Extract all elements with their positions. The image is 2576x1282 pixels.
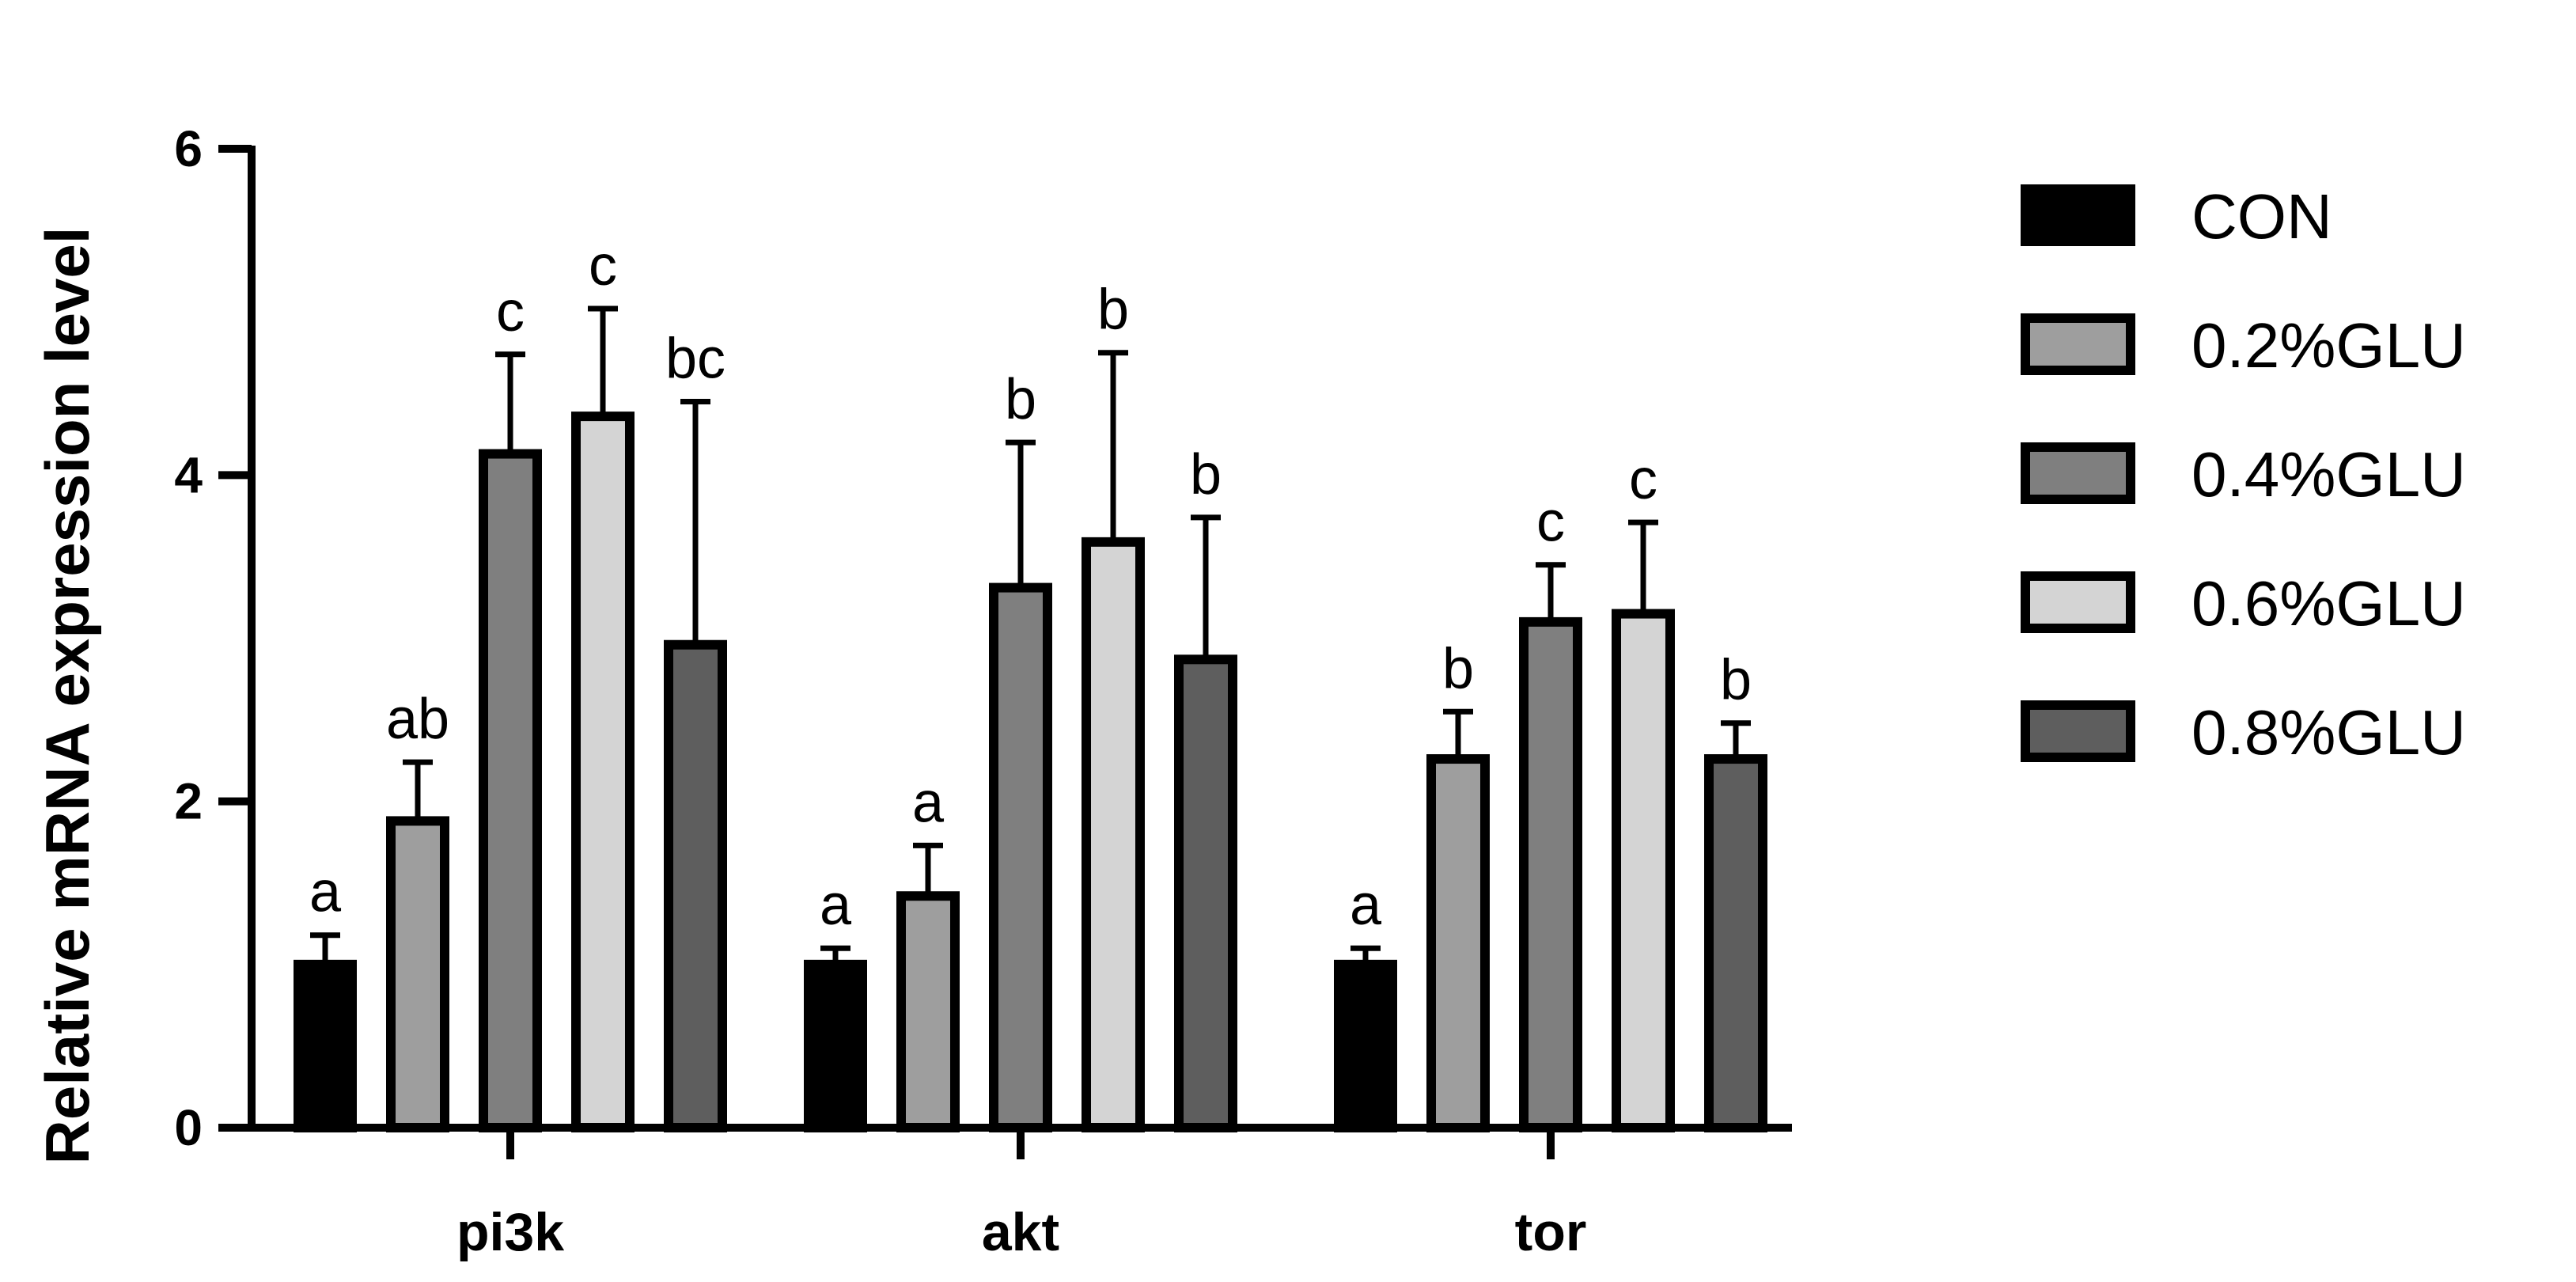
y-tick-label: 2 <box>174 773 203 830</box>
y-tick-label: 0 <box>174 1099 203 1156</box>
legend-label: 0.8%GLU <box>2191 697 2466 768</box>
significance-label: a <box>309 861 342 924</box>
y-tick-label: 6 <box>174 120 203 177</box>
bar-tor-2 <box>1519 616 1582 1132</box>
legend-swatch <box>2021 442 2135 504</box>
y-axis-label: Relative mRNA expression level <box>32 227 102 1165</box>
bar-pi3k-1 <box>386 816 449 1132</box>
bar-tor-0 <box>1334 959 1397 1133</box>
bar-akt-4 <box>1174 654 1237 1132</box>
significance-label: ab <box>386 688 449 751</box>
significance-label: b <box>1005 368 1036 431</box>
significance-label: c <box>589 234 617 298</box>
x-tick-label: akt <box>982 1202 1059 1262</box>
significance-label: a <box>1350 874 1382 937</box>
bar-pi3k-4 <box>664 639 727 1132</box>
bar-pi3k-2 <box>479 449 542 1132</box>
y-tick-label: 4 <box>174 446 203 503</box>
legend-label: CON <box>2191 181 2332 252</box>
significance-label: bc <box>665 328 725 391</box>
bar-akt-1 <box>896 891 960 1132</box>
bar-akt-0 <box>804 959 867 1133</box>
legend-swatch <box>2021 700 2135 762</box>
significance-label: b <box>1442 637 1474 700</box>
legend-label: 0.2%GLU <box>2191 310 2466 381</box>
significance-label: c <box>496 280 525 343</box>
bar-pi3k-0 <box>294 959 357 1133</box>
x-tick-label: tor <box>1515 1202 1587 1262</box>
significance-label: b <box>1720 649 1752 712</box>
legend-label: 0.6%GLU <box>2191 568 2466 639</box>
bar-tor-1 <box>1426 754 1490 1133</box>
bar-tor-4 <box>1704 754 1767 1133</box>
bar-akt-2 <box>989 582 1052 1132</box>
legend-swatch <box>2021 571 2135 633</box>
legend-label: 0.4%GLU <box>2191 439 2466 510</box>
legend: CON 0.2%GLU 0.4%GLU 0.6%GLU 0.8%GLU <box>2021 181 2466 768</box>
bar-tor-3 <box>1612 609 1675 1132</box>
legend-swatch <box>2021 313 2135 375</box>
bar-akt-3 <box>1082 537 1145 1132</box>
significance-label: b <box>1190 443 1222 506</box>
significance-label: b <box>1097 279 1129 342</box>
bar-pi3k-3 <box>571 412 635 1132</box>
significance-label: c <box>1536 491 1565 554</box>
x-ticks: pi3k akt tor <box>456 1128 1586 1262</box>
y-ticks: 0 2 4 6 <box>174 120 252 1156</box>
x-tick-label: pi3k <box>456 1202 564 1262</box>
significance-label: c <box>1629 448 1657 511</box>
legend-swatch <box>2021 184 2135 246</box>
significance-label: a <box>912 771 945 834</box>
significance-label: a <box>820 874 852 937</box>
